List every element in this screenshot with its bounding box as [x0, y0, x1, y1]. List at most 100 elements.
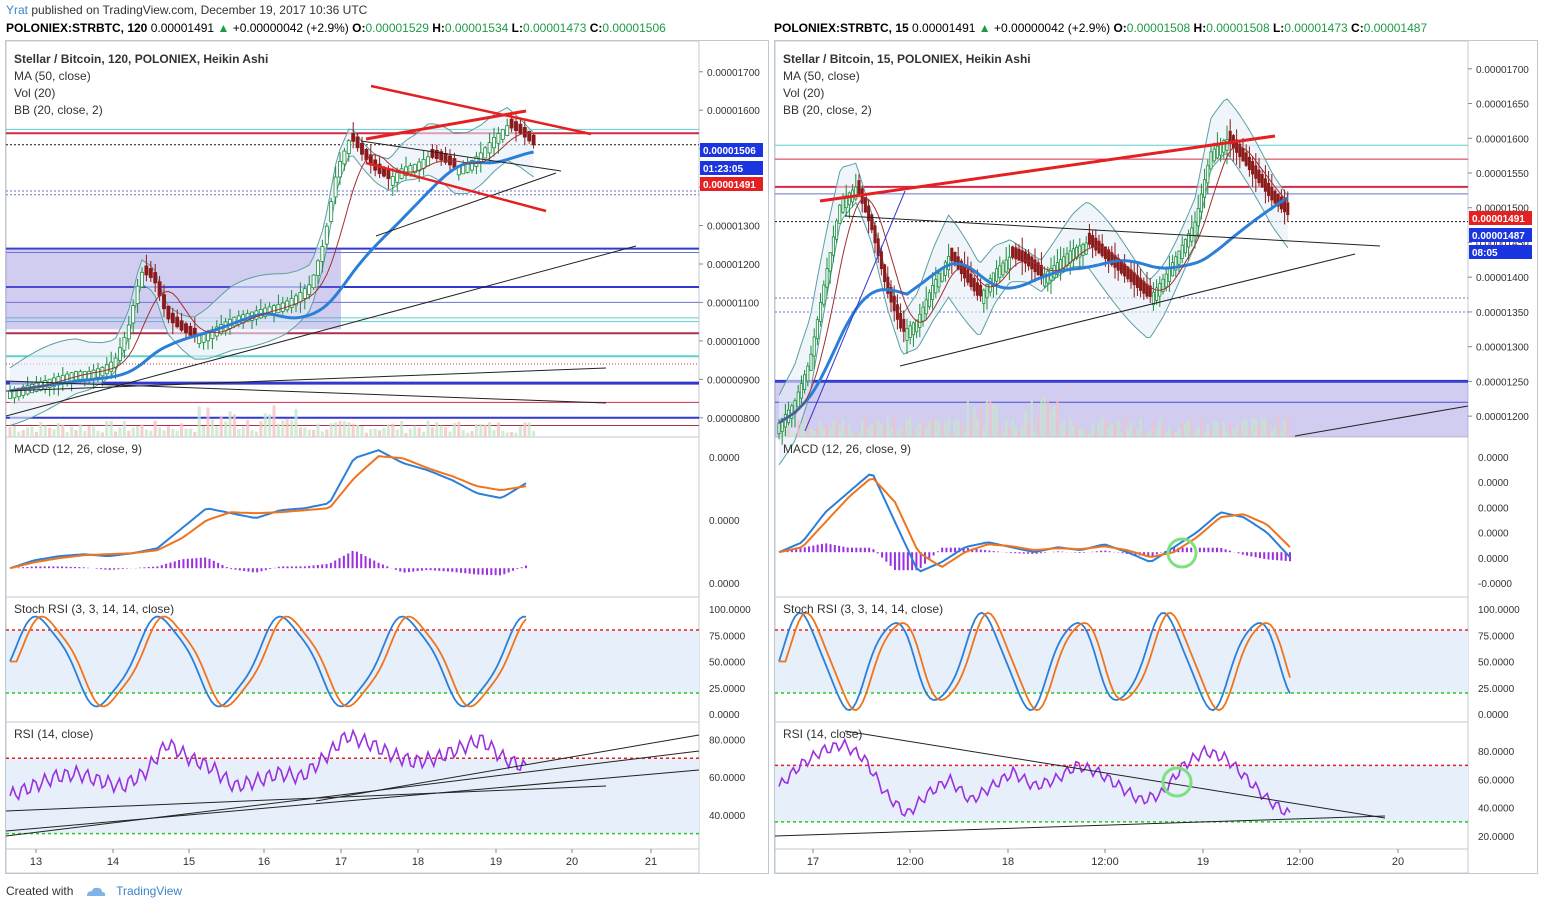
up-arrow-icon: ▲ — [217, 21, 230, 35]
macd-histogram-bar — [416, 568, 419, 572]
candle-body — [148, 268, 153, 278]
macd-histogram-bar — [1276, 552, 1279, 561]
volume-bar — [395, 429, 399, 437]
macd-histogram-bar — [143, 567, 146, 569]
volume-bar — [1085, 428, 1088, 437]
candle-body — [338, 161, 342, 178]
candle-body — [1171, 262, 1175, 277]
macd-histogram-bar — [520, 567, 523, 569]
bb-basis-line — [9, 132, 534, 392]
candle-body — [889, 286, 893, 303]
candle-body — [285, 300, 290, 311]
candle-body — [1263, 178, 1267, 192]
candle-body — [879, 251, 883, 270]
volume-bar — [1187, 420, 1190, 437]
candle-body — [320, 246, 325, 262]
macd-histogram-bar — [325, 564, 328, 569]
stoch-tick-label: 50.0000 — [1478, 658, 1515, 669]
trendline — [1294, 405, 1469, 437]
time-tick-label: 18 — [1002, 856, 1014, 868]
volume-bar — [373, 428, 377, 437]
trendline — [819, 134, 1276, 203]
time-tick-label: 20 — [566, 856, 578, 868]
candle-body — [1251, 161, 1255, 175]
macd-histogram-bar — [1151, 552, 1154, 556]
candle-body — [927, 292, 931, 308]
volume-bar — [1184, 423, 1187, 437]
volume-bar — [127, 430, 131, 437]
macd-histogram-bar — [477, 568, 480, 575]
macd-histogram-bar — [992, 551, 995, 553]
candle-body — [1148, 285, 1152, 297]
macd-histogram-bar — [1095, 551, 1098, 553]
candle-body — [346, 140, 351, 154]
legend-text: Vol (20) — [14, 86, 55, 100]
candle-body — [263, 307, 268, 317]
candle-body — [822, 284, 826, 305]
candle-body — [470, 160, 474, 171]
macd-histogram-bar — [169, 562, 172, 569]
left-low: 0.00001473 — [522, 21, 587, 35]
candle-body — [1129, 269, 1133, 283]
macd-histogram-bar — [433, 568, 436, 571]
right-low: 0.00001473 — [1284, 21, 1348, 35]
rsi-tick-label: 80.0000 — [1478, 747, 1515, 758]
macd-histogram-bar — [924, 552, 926, 564]
right-chart-panel[interactable]: 0.00001700 0.00001650 0.00001600 0.00001550… — [774, 40, 1538, 874]
candle-body — [487, 142, 492, 154]
volume-bar — [896, 430, 899, 437]
macd-histogram-bar — [1014, 552, 1017, 554]
volume-bar — [976, 418, 979, 437]
macd-histogram-bar — [286, 566, 289, 569]
candle-body — [937, 273, 941, 288]
volume-bar — [1216, 421, 1219, 437]
volume-bar — [312, 430, 316, 437]
volume-bar — [404, 432, 408, 437]
volume-bar — [391, 423, 395, 437]
time-tick-label: 18 — [412, 856, 424, 868]
macd-histogram-bar — [1250, 552, 1253, 557]
highlight-circle — [1161, 766, 1193, 798]
price-badge-text: 01:23:05 — [703, 164, 743, 175]
candle-body — [931, 285, 935, 300]
candle-body — [803, 374, 807, 390]
macd-histogram-bar — [855, 547, 858, 553]
bollinger-lower-band — [778, 152, 1289, 466]
candle-body — [452, 158, 457, 168]
macd-histogram-bar — [1031, 552, 1034, 554]
macd-histogram-bar — [1228, 550, 1231, 553]
volume-bar — [171, 428, 175, 437]
candle-body — [1007, 256, 1011, 270]
rsi-trendline — [315, 734, 700, 802]
price-badge — [1469, 228, 1532, 242]
publish-line: Yrat published on TradingView.com, Decem… — [6, 3, 367, 17]
moving-average-line — [778, 196, 1289, 425]
price-tick-label: 0.00001000 — [707, 337, 760, 348]
volume-bar — [880, 424, 883, 437]
left-chart-panel[interactable]: 0.000017000.000016000.000015000.00001400… — [5, 40, 769, 874]
time-tick-label: 19 — [1197, 856, 1209, 868]
volume-bar — [1264, 417, 1267, 437]
left-chart-svg[interactable]: 0.000017000.000016000.000015000.00001400… — [5, 40, 768, 874]
macd-histogram-bar — [165, 563, 168, 569]
macd-histogram-bar — [889, 552, 892, 566]
macd-histogram-bar — [303, 566, 306, 569]
macd-histogram-bar — [39, 566, 42, 569]
volume-bar — [360, 426, 364, 437]
macd-histogram-bar — [481, 568, 484, 575]
volume-bar — [1286, 416, 1289, 437]
stoch-title: Stoch RSI (3, 3, 14, 14, close) — [783, 602, 943, 616]
candle-body — [835, 220, 839, 240]
bb-basis-line — [778, 145, 1289, 424]
candle-body — [902, 318, 906, 332]
volume-bar — [1017, 432, 1021, 437]
tradingview-link[interactable]: TradingView — [116, 884, 183, 898]
price-tick-label: 0.00001400 — [1476, 273, 1529, 284]
macd-histogram-bar — [1173, 547, 1176, 553]
right-chart-svg[interactable]: 0.00001700 0.00001650 0.00001600 0.00001550… — [774, 40, 1537, 874]
candle-body — [943, 261, 947, 276]
publisher-username[interactable]: Yrat — [6, 3, 29, 17]
highlight-circle — [1166, 537, 1198, 569]
candle-body — [911, 322, 915, 336]
macd-histogram-bar — [256, 568, 259, 573]
